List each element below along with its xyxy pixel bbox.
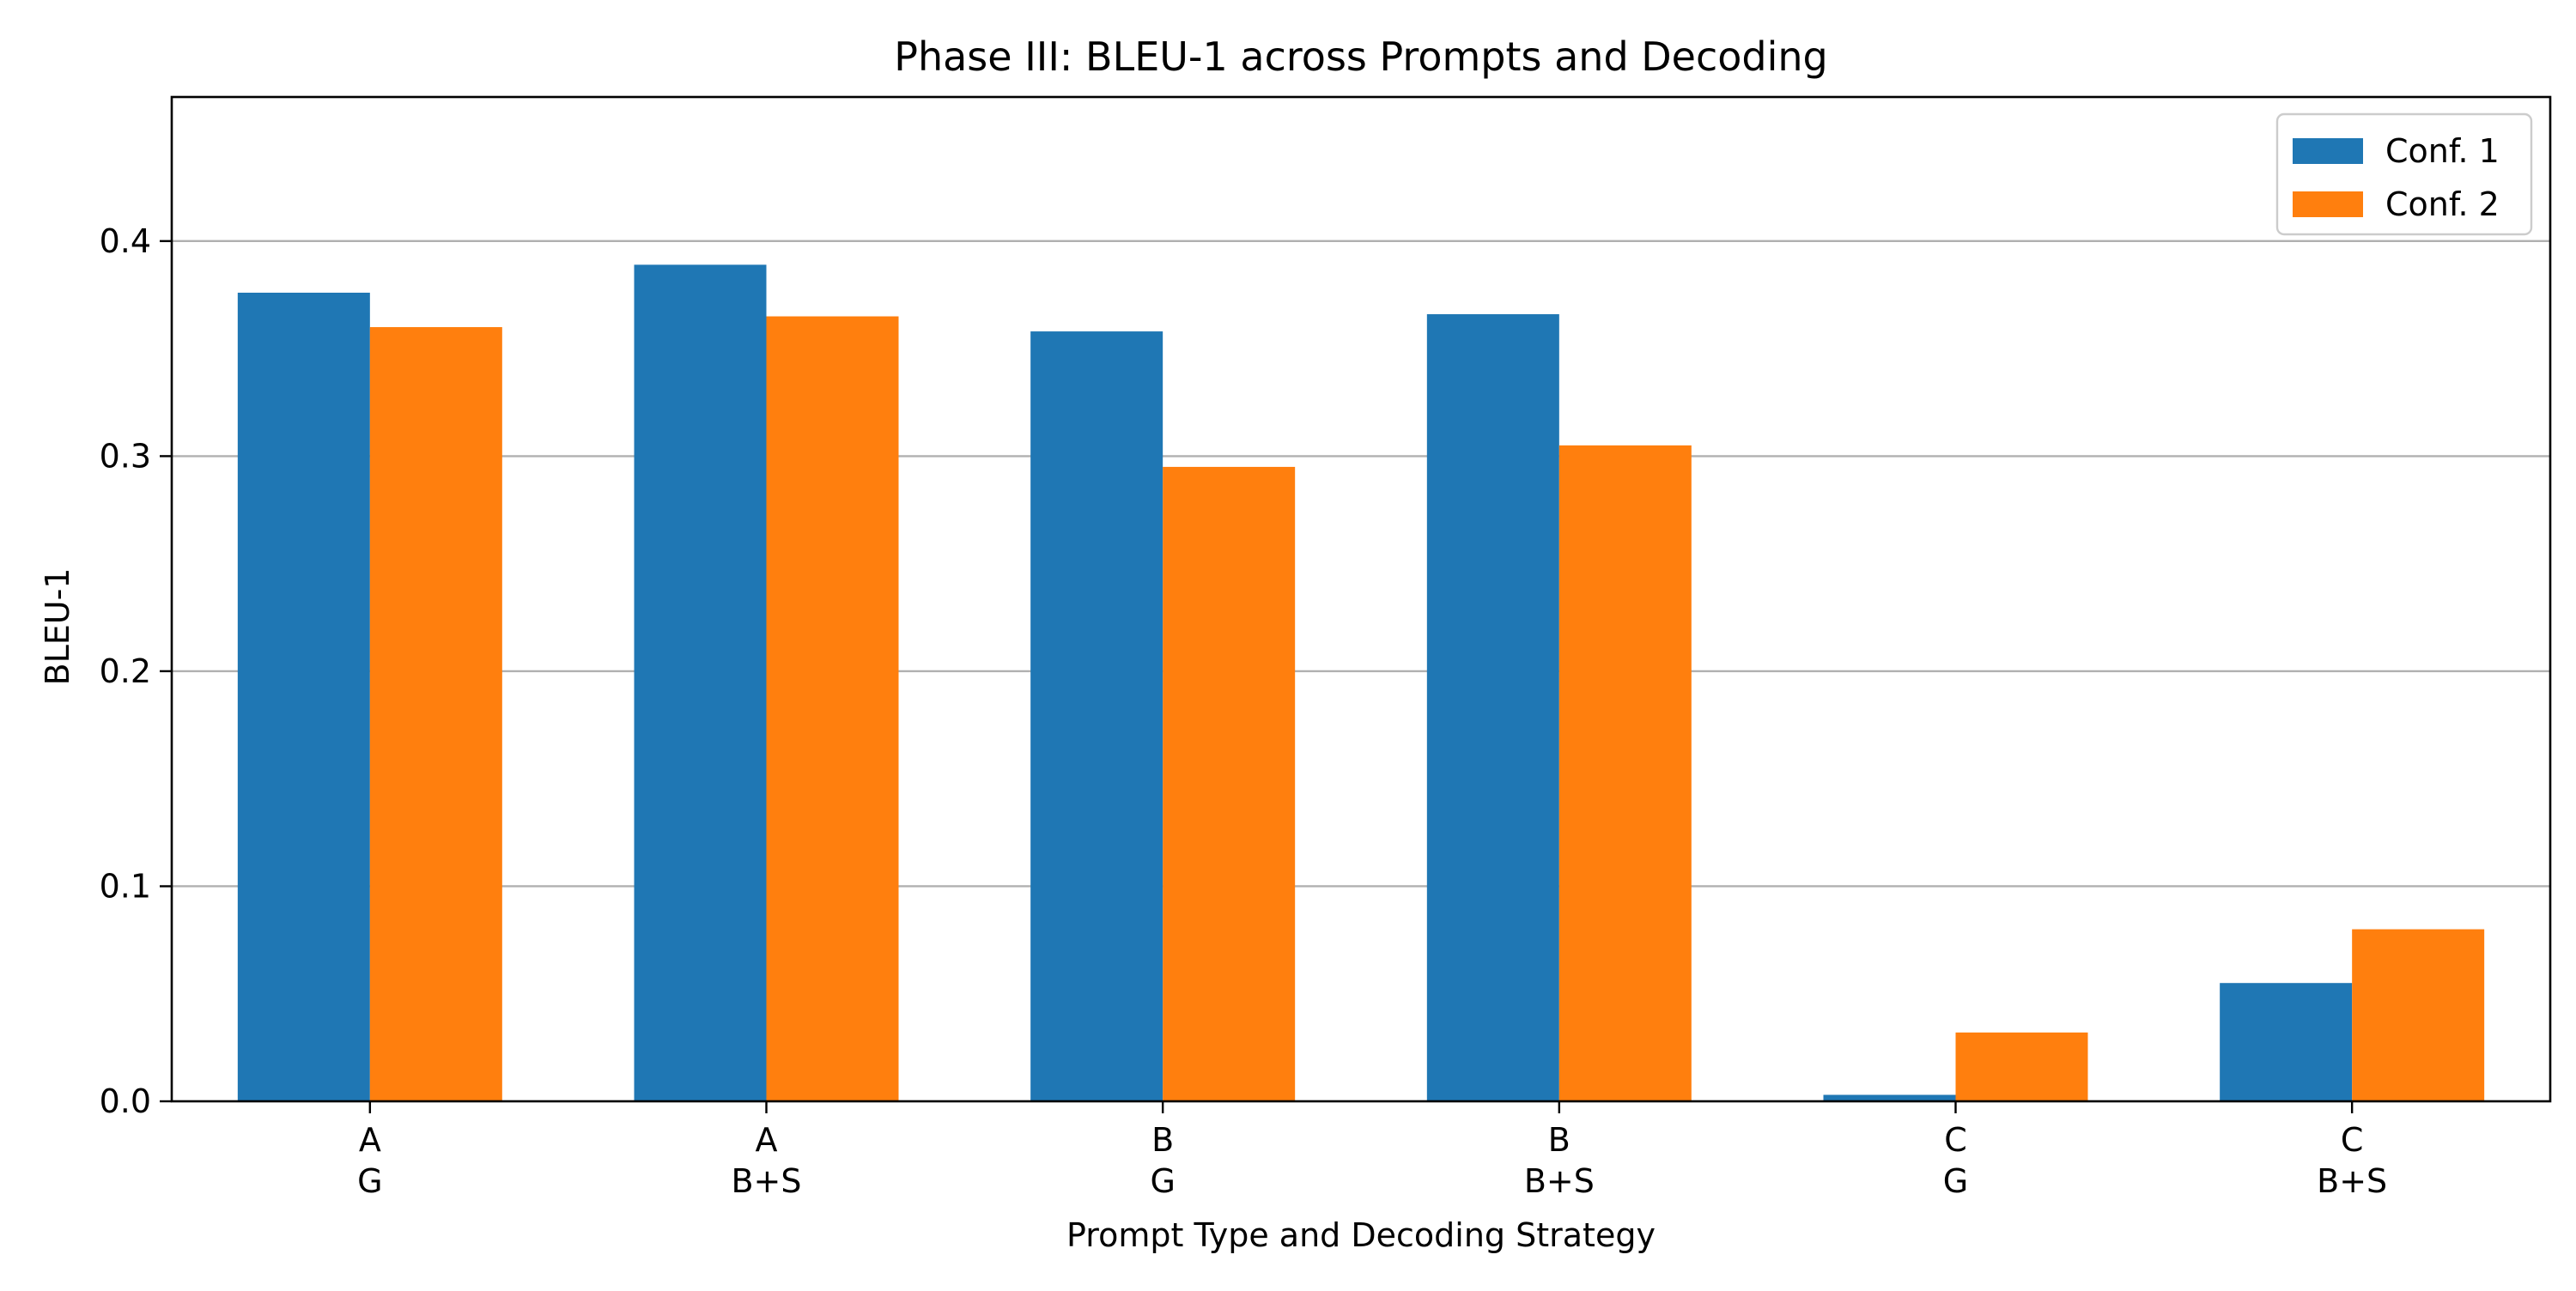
y-axis-label: BLEU-1 xyxy=(39,568,76,686)
y-tick-label: 0.2 xyxy=(100,652,151,690)
x-tick-label: G xyxy=(357,1162,382,1200)
legend-swatch xyxy=(2293,138,2363,164)
legend-label: Conf. 1 xyxy=(2385,132,2500,170)
bar-2-1 xyxy=(369,327,502,1101)
bar-2-2 xyxy=(766,316,899,1102)
x-tick-label: B+S xyxy=(1524,1162,1595,1200)
x-axis-label: Prompt Type and Decoding Strategy xyxy=(1066,1216,1656,1254)
y-tick-label: 0.0 xyxy=(100,1082,151,1120)
y-tick-label: 0.4 xyxy=(100,222,151,260)
bar-2-4 xyxy=(1558,445,1692,1101)
x-tick-label: B xyxy=(1151,1121,1174,1159)
x-tick-label: G xyxy=(1150,1162,1175,1200)
bar-2-5 xyxy=(1955,1032,2088,1101)
x-tick-label: B+S xyxy=(2317,1162,2387,1200)
bars xyxy=(237,264,2485,1102)
x-tick-label: B xyxy=(1548,1121,1571,1159)
bar-2-3 xyxy=(1163,466,1296,1101)
chart-title: Phase III: BLEU-1 across Prompts and Dec… xyxy=(894,33,1828,80)
bar-1-2 xyxy=(634,264,767,1101)
legend-label: Conf. 2 xyxy=(2385,185,2500,223)
bar-1-3 xyxy=(1030,331,1163,1102)
bar-1-1 xyxy=(237,292,370,1101)
legend-swatch xyxy=(2293,191,2363,217)
x-tick-label: A xyxy=(756,1121,778,1159)
x-tick-label: C xyxy=(2341,1121,2364,1159)
x-tick-label: B+S xyxy=(731,1162,801,1200)
plot-frame xyxy=(170,95,2552,1103)
bar-1-6 xyxy=(2220,983,2353,1101)
gridlines xyxy=(172,239,2550,888)
bar-1-5 xyxy=(1823,1094,1956,1101)
bar-1-4 xyxy=(1426,314,1559,1102)
y-tick-label: 0.1 xyxy=(100,867,151,905)
y-tick-label: 0.3 xyxy=(100,437,151,475)
legend: Conf. 1 Conf. 2 xyxy=(2275,112,2533,236)
x-tick-label: A xyxy=(359,1121,381,1159)
x-tick-label: C xyxy=(1944,1121,1967,1159)
x-tick-label: G xyxy=(1943,1162,1968,1200)
bar-2-6 xyxy=(2352,929,2485,1101)
